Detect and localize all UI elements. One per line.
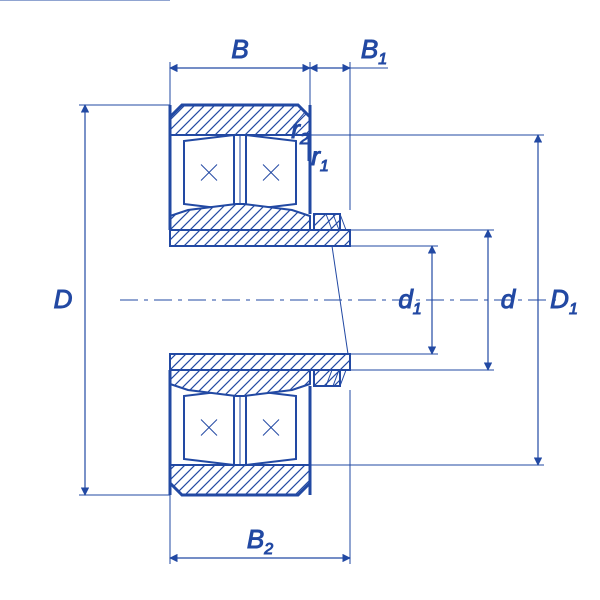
svg-text:B1: B1 (361, 34, 387, 68)
svg-text:B: B (231, 34, 248, 64)
svg-text:d1: d1 (398, 284, 421, 318)
svg-text:B2: B2 (247, 524, 273, 558)
svg-text:D: D (54, 284, 73, 314)
bearing-diagram: BB1B2DD1dd1r2r1 (0, 0, 600, 600)
svg-text:d: d (501, 284, 517, 314)
svg-text:D1: D1 (550, 284, 578, 318)
svg-text:r1: r1 (311, 141, 329, 175)
